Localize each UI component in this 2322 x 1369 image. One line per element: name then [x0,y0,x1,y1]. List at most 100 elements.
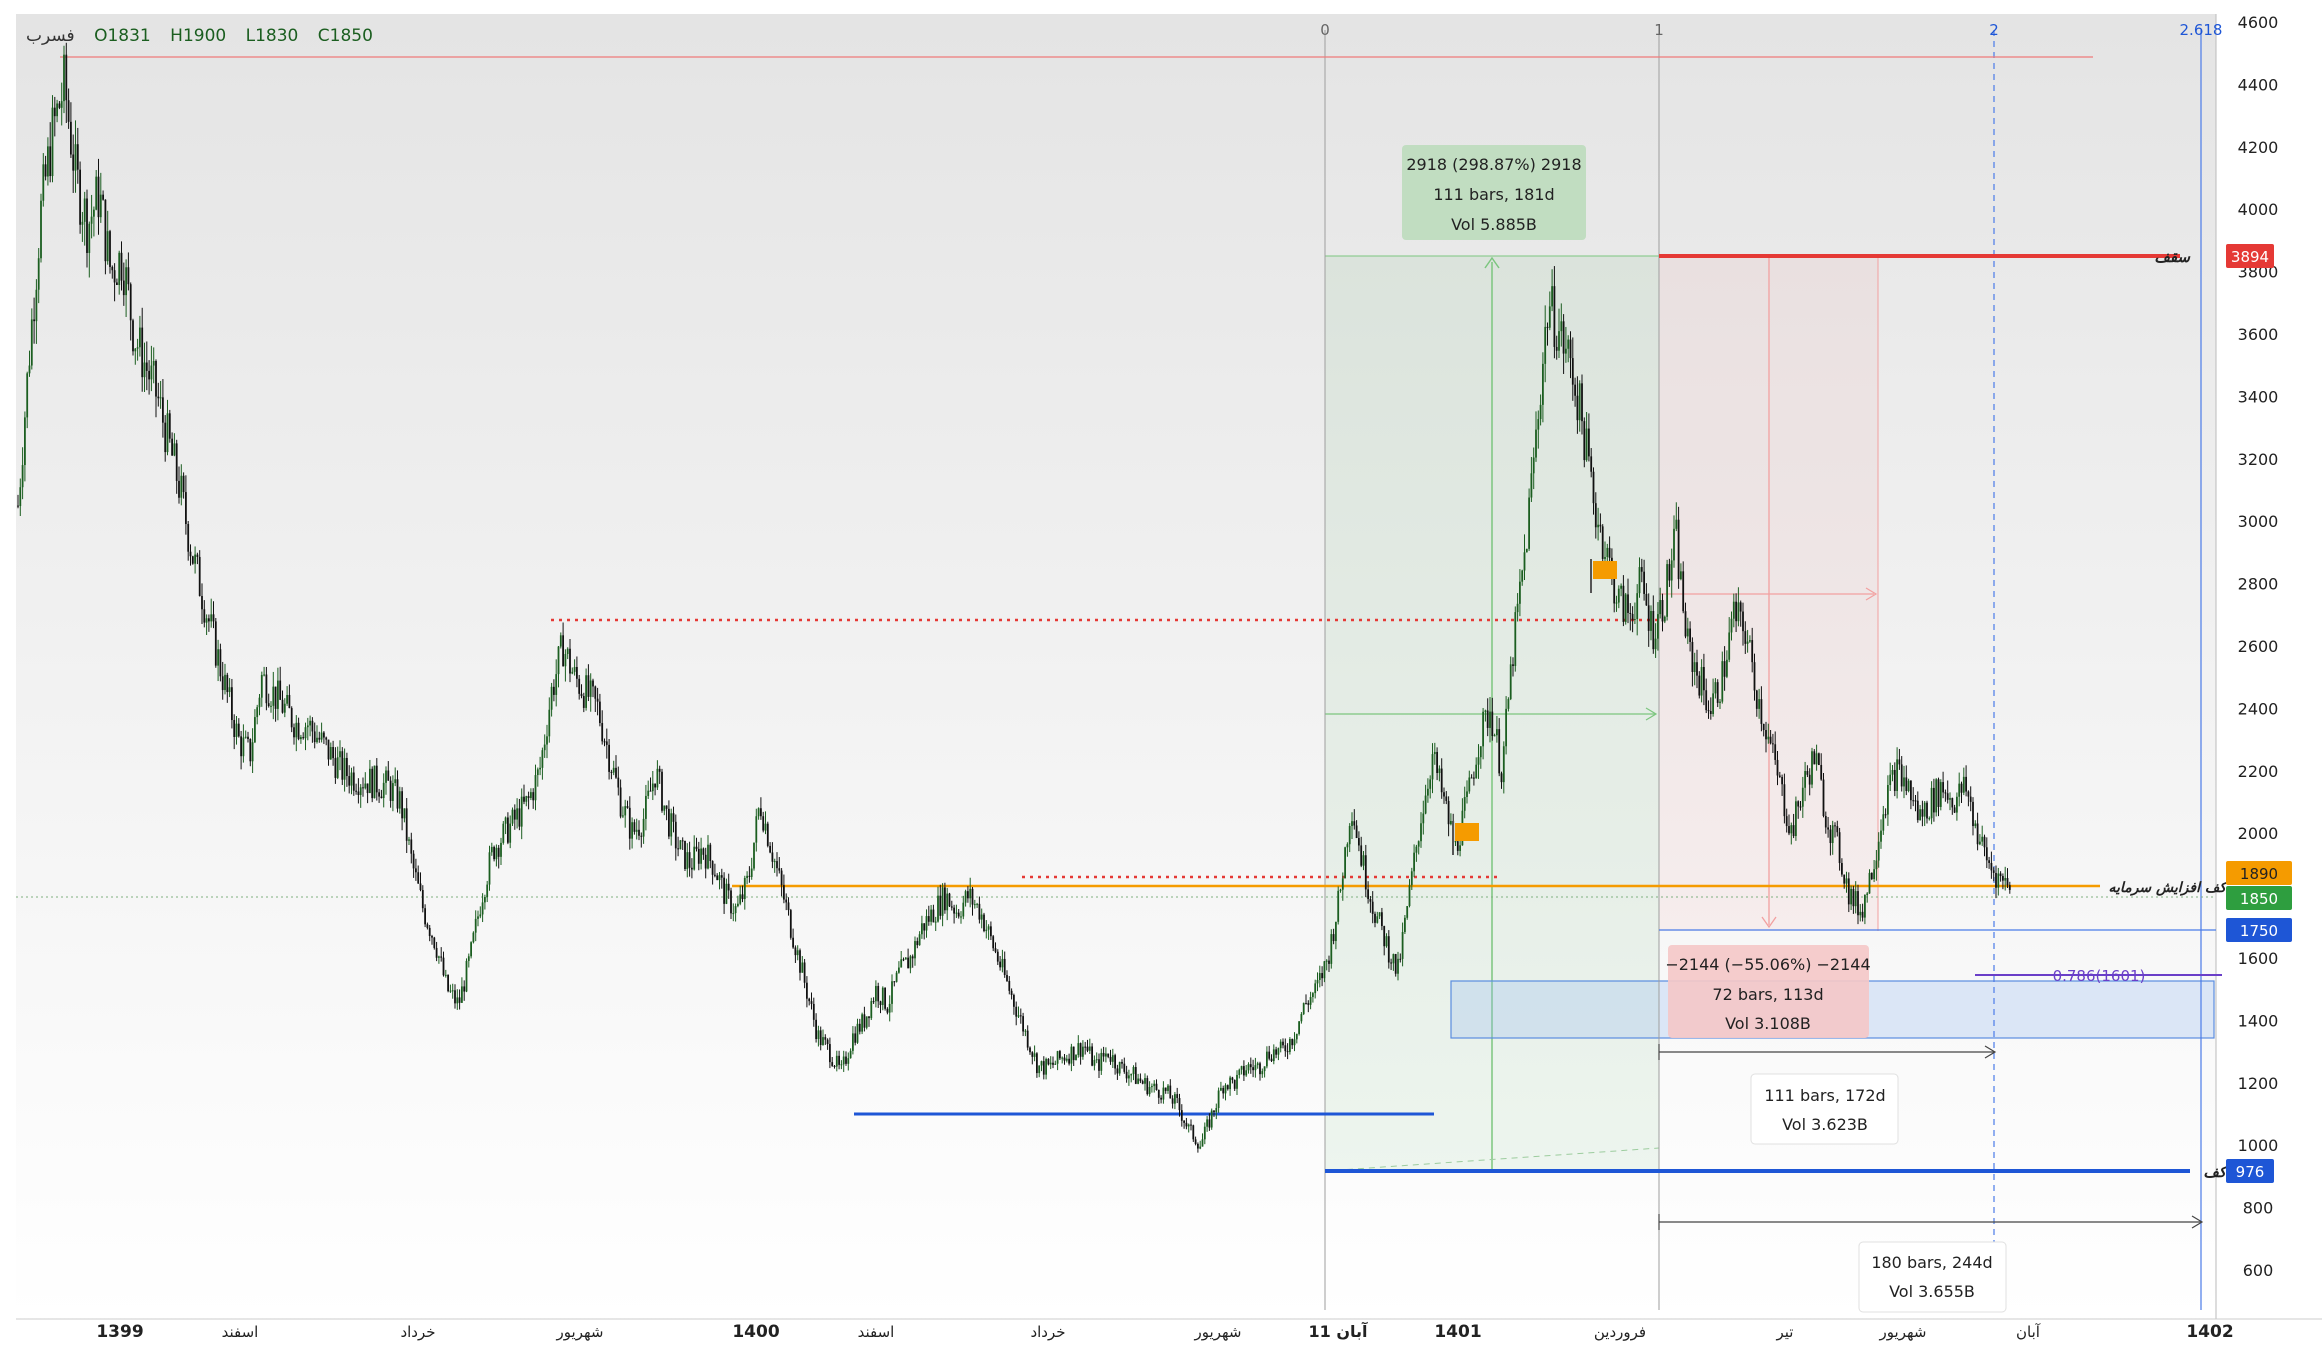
candle-body [194,554,196,564]
candle-body [1850,888,1852,905]
candle-body [454,990,456,1004]
candle-body [389,780,392,801]
candle-body [1592,471,1595,504]
candle-body [426,924,429,928]
candle-body [1969,796,1972,802]
candle-body [1070,1046,1073,1064]
candle-body [893,981,896,983]
candle-body [1254,1065,1257,1071]
candle-body [684,840,686,870]
candle-body [42,164,45,201]
candle-body [1815,753,1818,765]
candle-body [523,796,525,802]
candle-body [888,1003,891,1013]
candle-body [495,847,498,860]
candle-body [1100,1052,1103,1071]
candle-body [1877,841,1880,861]
candle-body [1061,1057,1064,1059]
candle-body [904,957,907,960]
x-label: 1402 [2186,1322,2233,1342]
candle-body [573,666,576,672]
candle-body [444,974,447,976]
price-axis[interactable]: 4600440042004000380036003400320030002800… [2238,13,2279,1280]
candle-body [668,808,670,837]
flag-icon[interactable] [1590,559,1617,593]
candle-body [1928,818,1931,820]
candle-body [741,894,744,900]
symbol-name[interactable]: فسرب [26,26,75,46]
candle-body [1128,1075,1130,1079]
candle-body [173,443,176,456]
measure-up-text-3: Vol 5.885B [1451,215,1537,234]
candle-body [697,848,700,864]
candle-body [539,767,541,770]
candle-body [900,959,903,968]
candle-body [35,289,38,322]
candle-body [1923,802,1926,817]
candle-body [766,823,769,846]
floor-badge-text: 976 [2236,1163,2265,1181]
candle-body [1887,785,1889,815]
range-box-1[interactable] [1750,1073,1899,1145]
candle-body [1760,699,1763,724]
measure-up-box[interactable] [1402,145,1586,240]
candle-body [465,960,468,992]
y-tick-label: 1600 [2238,949,2279,968]
candle-body [907,957,909,969]
candle-body [497,847,500,857]
candle-body [1194,1139,1197,1144]
candle-body [1456,841,1459,851]
candle-body [1337,890,1340,922]
candle-body [1737,602,1740,622]
candle-body [1185,1122,1188,1127]
candle-body [1496,729,1498,736]
candle-body [601,723,604,742]
candle-body [369,768,371,794]
candle-body [60,101,63,108]
candle-body [707,844,709,869]
candle-body [424,908,426,925]
candle-body [1498,729,1501,774]
candle-body [24,417,26,466]
candle-body [1765,730,1767,740]
candle-body [440,956,443,958]
candlesticks [17,42,2011,1153]
time-axis[interactable]: 1399 اسفند خرداد شهریور 1400 اسفند خرداد… [96,1321,2233,1342]
fib-time-label-2: 2 [1989,21,1999,39]
candle-body [755,816,758,843]
candle-body [1107,1053,1110,1057]
candle-body [509,823,512,843]
candle-body [585,675,587,708]
candle-body [704,854,707,869]
measure-down-box[interactable] [1668,945,1869,1038]
candle-body [1565,348,1567,354]
candle-body [990,926,992,937]
candle-body [1040,1061,1043,1066]
candle-body [1629,612,1632,614]
candle-body [992,936,995,949]
y-tick-label: 4600 [2238,13,2279,32]
candle-body [1187,1124,1190,1127]
candle-body [1624,594,1627,622]
flag-icon[interactable] [1452,821,1479,855]
candle-body [1063,1057,1066,1061]
candle-body [70,121,72,155]
candle-body [891,981,893,1004]
candle-body [125,267,127,296]
candle-body [1305,1003,1307,1005]
candle-body [532,792,535,801]
candle-body [909,956,912,969]
candle-body [2006,878,2009,886]
candle-body [1992,870,1995,873]
candle-body [1647,605,1650,631]
candle-body [1811,751,1813,785]
candle-body [1698,675,1701,696]
candle-body [382,782,385,799]
range-box-2[interactable] [1858,1241,2007,1313]
candle-body [589,680,592,697]
y-tick-label: 600 [2243,1261,2274,1280]
candle-body [1489,711,1491,728]
candle-body [1252,1067,1254,1071]
range-arrow-1-head [1984,1045,1997,1059]
